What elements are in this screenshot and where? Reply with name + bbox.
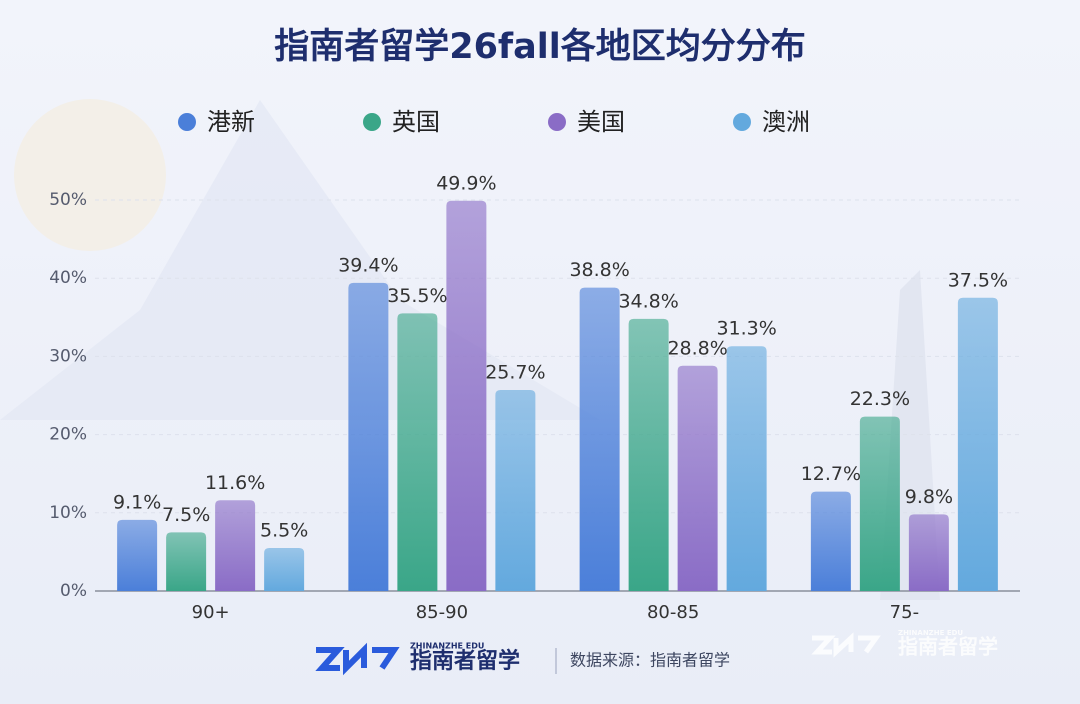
- chart-title: 指南者留学26fall各地区均分分布: [274, 26, 806, 67]
- bar: [446, 200, 487, 592]
- y-tick-label: 40%: [49, 268, 87, 288]
- value-label: 25.7%: [485, 362, 545, 384]
- bar: [264, 547, 305, 591]
- bar: [215, 500, 256, 591]
- bar: [348, 282, 389, 591]
- legend-label: 澳洲: [762, 108, 810, 136]
- value-label: 37.5%: [948, 269, 1008, 291]
- x-tick-label: 85-90: [416, 602, 468, 623]
- value-label: 9.1%: [113, 491, 161, 513]
- bar: [957, 297, 998, 591]
- plot-area: 0% 10% 20% 30% 40% 50% 90+ 9.1%7.5% 11.6% 5.5% 85-…: [49, 172, 1020, 623]
- y-tick-label: 20%: [49, 425, 87, 445]
- bar: [495, 390, 536, 591]
- legend-marker: [548, 113, 566, 131]
- bar: [726, 346, 767, 591]
- bar: [628, 318, 669, 591]
- value-label: 28.8%: [667, 337, 727, 359]
- value-label: 35.5%: [387, 285, 447, 307]
- y-tick-label: 0%: [60, 581, 87, 601]
- logo-sub: ZHINANZHE EDU: [410, 642, 484, 651]
- value-label: 49.9%: [436, 172, 496, 194]
- value-label: 7.5%: [162, 504, 210, 526]
- value-label: 9.8%: [905, 486, 953, 508]
- legend-marker: [363, 113, 381, 131]
- value-label: 31.3%: [716, 318, 776, 340]
- legend-marker: [733, 113, 751, 131]
- bar: [908, 514, 949, 591]
- watermark-mark: [811, 632, 881, 658]
- x-tick-label: 90+: [192, 602, 230, 623]
- value-label: 38.8%: [569, 259, 629, 281]
- bar: [579, 287, 620, 591]
- legend: 港新 英国 美国 澳洲: [178, 108, 810, 136]
- logo-name: 指南者留学: [410, 648, 520, 674]
- y-tick-label: 50%: [49, 190, 87, 210]
- value-label: 11.6%: [205, 472, 265, 494]
- source-note: 数据来源：指南者留学: [570, 651, 730, 670]
- x-tick-label: 80-85: [647, 602, 699, 623]
- bar: [397, 313, 438, 591]
- footer: ZHINANZHE EDU 指南者留学 数据来源：指南者留学 ZHINANZHE…: [315, 629, 998, 676]
- legend-label: 美国: [577, 108, 625, 136]
- bar: [677, 365, 718, 591]
- value-label: 39.4%: [338, 254, 398, 276]
- watermark-name: 指南者留学: [898, 635, 998, 659]
- y-tick-label: 10%: [49, 503, 87, 523]
- legend-label: 港新: [207, 108, 255, 136]
- value-label: 12.7%: [801, 463, 861, 485]
- bar: [859, 416, 900, 591]
- watermark-sub: ZHINANZHE EDU: [898, 629, 963, 637]
- y-tick-label: 30%: [49, 346, 87, 366]
- x-tick-label: 75-: [890, 602, 919, 623]
- bar: [810, 491, 851, 591]
- decor-sun: [14, 99, 166, 251]
- legend-label: 英国: [392, 108, 440, 136]
- legend-marker: [178, 113, 196, 131]
- bar: [166, 532, 207, 591]
- value-label: 5.5%: [260, 519, 308, 541]
- bar: [117, 519, 158, 591]
- logo-mark: [315, 642, 400, 676]
- value-label: 34.8%: [618, 290, 678, 312]
- value-label: 22.3%: [850, 388, 910, 410]
